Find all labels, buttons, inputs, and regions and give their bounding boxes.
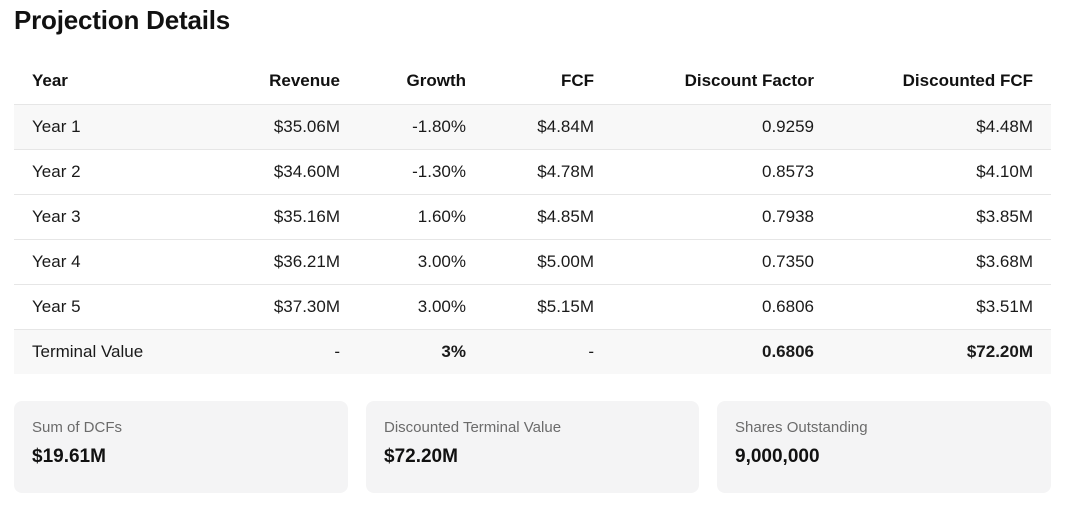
terminal-value-row: Terminal Value - 3% - 0.6806 $72.20M <box>14 329 1051 374</box>
table-header-row: Year Revenue Growth FCF Discount Factor … <box>14 59 1051 105</box>
summary-card-shares-outstanding: Shares Outstanding 9,000,000 <box>717 401 1051 493</box>
card-label: Shares Outstanding <box>735 419 868 436</box>
projection-table: Year Revenue Growth FCF Discount Factor … <box>14 59 1051 374</box>
column-header-discount-factor: Discount Factor <box>594 59 814 105</box>
cell-revenue: $37.30M <box>214 284 340 330</box>
column-header-discounted-fcf: Discounted FCF <box>814 59 1051 105</box>
cell-growth: 1.60% <box>340 194 466 240</box>
card-label: Sum of DCFs <box>32 419 123 436</box>
summary-cards: Sum of DCFs $19.61M Discounted Terminal … <box>14 401 1051 493</box>
cell-year: Year 3 <box>14 194 214 240</box>
cell-fcf: $5.15M <box>466 284 594 330</box>
column-header-year: Year <box>14 59 214 105</box>
cell-revenue: $35.16M <box>214 194 340 240</box>
cell-discount-factor: 0.7938 <box>594 194 814 240</box>
summary-card-sum-of-dcfs: Sum of DCFs $19.61M <box>14 401 348 493</box>
column-header-revenue: Revenue <box>214 59 340 105</box>
section-title: Projection Details <box>14 5 231 35</box>
cell-discounted-fcf: $4.48M <box>814 104 1051 150</box>
cell-discounted-fcf: $4.10M <box>814 149 1051 195</box>
table-row: Year 4 $36.21M 3.00% $5.00M 0.7350 $3.68… <box>14 239 1051 285</box>
cell-year: Year 4 <box>14 239 214 285</box>
cell-fcf: $5.00M <box>466 239 594 285</box>
cell-year: Year 5 <box>14 284 214 330</box>
cell-growth: 3.00% <box>340 284 466 330</box>
card-label: Discounted Terminal Value <box>384 419 562 436</box>
cell-revenue: $36.21M <box>214 239 340 285</box>
cell-terminal-fcf: - <box>466 329 594 374</box>
table-row: Year 3 $35.16M 1.60% $4.85M 0.7938 $3.85… <box>14 194 1051 240</box>
cell-discounted-fcf: $3.68M <box>814 239 1051 285</box>
cell-fcf: $4.85M <box>466 194 594 240</box>
card-value: $72.20M <box>384 446 458 467</box>
cell-year: Year 2 <box>14 149 214 195</box>
cell-discounted-fcf: $3.51M <box>814 284 1051 330</box>
table-row: Year 5 $37.30M 3.00% $5.15M 0.6806 $3.51… <box>14 284 1051 330</box>
cell-growth: -1.80% <box>340 104 466 150</box>
cell-terminal-growth: 3% <box>340 329 466 374</box>
cell-year: Year 1 <box>14 104 214 150</box>
cell-discount-factor: 0.8573 <box>594 149 814 195</box>
cell-growth: -1.30% <box>340 149 466 195</box>
cell-terminal-discounted-fcf: $72.20M <box>814 329 1051 374</box>
table-row: Year 2 $34.60M -1.30% $4.78M 0.8573 $4.1… <box>14 149 1051 195</box>
card-value: 9,000,000 <box>735 446 820 467</box>
cell-fcf: $4.78M <box>466 149 594 195</box>
cell-growth: 3.00% <box>340 239 466 285</box>
card-value: $19.61M <box>32 446 106 467</box>
cell-discount-factor: 0.7350 <box>594 239 814 285</box>
cell-revenue: $35.06M <box>214 104 340 150</box>
cell-discount-factor: 0.6806 <box>594 284 814 330</box>
cell-terminal-revenue: - <box>214 329 340 374</box>
cell-terminal-label: Terminal Value <box>14 329 214 374</box>
cell-terminal-discount-factor: 0.6806 <box>594 329 814 374</box>
cell-discounted-fcf: $3.85M <box>814 194 1051 240</box>
column-header-fcf: FCF <box>466 59 594 105</box>
cell-fcf: $4.84M <box>466 104 594 150</box>
summary-card-discounted-terminal-value: Discounted Terminal Value $72.20M <box>366 401 699 493</box>
cell-discount-factor: 0.9259 <box>594 104 814 150</box>
column-header-growth: Growth <box>340 59 466 105</box>
cell-revenue: $34.60M <box>214 149 340 195</box>
table-row: Year 1 $35.06M -1.80% $4.84M 0.9259 $4.4… <box>14 104 1051 150</box>
